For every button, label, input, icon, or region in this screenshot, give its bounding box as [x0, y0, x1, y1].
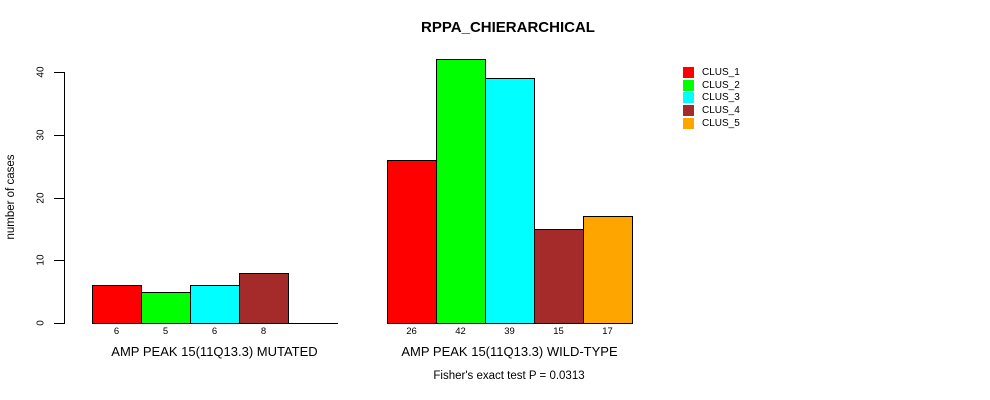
group-label: AMP PEAK 15(11Q13.3) MUTATED	[111, 344, 318, 359]
legend-swatch-icon	[683, 105, 694, 117]
y-tick-label: 0	[35, 320, 47, 326]
y-axis	[64, 72, 65, 324]
y-tick	[54, 72, 64, 73]
y-tick-label: 40	[35, 66, 47, 78]
group-label: AMP PEAK 15(11Q13.3) WILD-TYPE	[401, 344, 618, 359]
y-tick	[54, 197, 64, 199]
legend-label: CLUS_4	[702, 105, 740, 117]
y-tick	[54, 260, 64, 262]
bar-value-label: 8	[260, 326, 267, 337]
legend-item: CLUS_5	[683, 117, 740, 129]
plot-title: RPPA_CHIERARCHICAL	[421, 19, 595, 36]
y-tick-label: 10	[35, 254, 47, 266]
bar-value-label: 15	[553, 326, 564, 337]
bar-value-label: 26	[406, 326, 417, 337]
bar-value-label: 6	[113, 326, 120, 337]
bar	[436, 59, 486, 324]
y-tick	[54, 134, 64, 136]
bar-value-label: 17	[602, 326, 613, 337]
legend-label: CLUS_1	[702, 67, 740, 78]
legend-item: CLUS_1	[683, 67, 740, 78]
bar	[583, 216, 633, 324]
legend-label: CLUS_5	[702, 117, 740, 129]
bar-value-label: 5	[162, 326, 169, 337]
bar	[485, 78, 535, 324]
fisher-test-annotation: Fisher's exact test P = 0.0313	[433, 370, 585, 382]
legend-item: CLUS_2	[683, 79, 740, 91]
y-tick-label: 30	[35, 129, 47, 141]
legend-item: CLUS_4	[683, 105, 740, 117]
bar	[92, 285, 142, 324]
bar-value-label: 39	[504, 326, 515, 337]
bar	[387, 159, 437, 324]
y-axis-title: number of cases	[5, 154, 17, 240]
bar-value-label: 6	[211, 326, 218, 337]
legend-swatch-icon	[683, 117, 694, 129]
y-tick-label: 20	[35, 191, 47, 204]
bar-value-label: 42	[455, 326, 466, 337]
legend-item: CLUS_3	[683, 92, 740, 104]
legend-swatch-icon	[683, 79, 694, 91]
bar	[190, 285, 240, 324]
y-tick	[54, 323, 64, 324]
bar	[141, 291, 191, 324]
bar	[534, 228, 584, 324]
legend-label: CLUS_2	[702, 79, 740, 91]
bar	[239, 272, 289, 324]
legend-swatch-icon	[683, 67, 694, 78]
legend: CLUS_1 CLUS_2 CLUS_3 CLUS_4 CLUS_5	[683, 67, 740, 130]
legend-label: CLUS_3	[702, 92, 740, 104]
legend-swatch-icon	[683, 92, 694, 104]
